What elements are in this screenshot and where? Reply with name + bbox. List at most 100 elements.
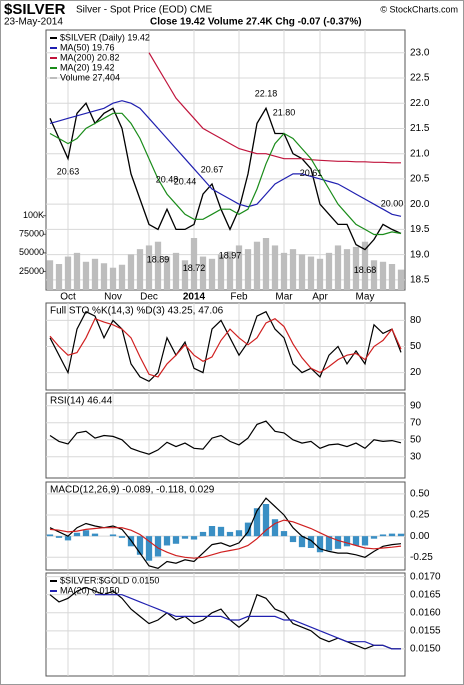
panel-title: MACD(12,26,9) -0.089, -0.118, 0.029 xyxy=(50,485,215,496)
panel-title: Full STO %K(14,3) %D(3) 43.25, 47.06 xyxy=(50,306,224,317)
y-tick-label: 70 xyxy=(410,417,422,428)
series-line xyxy=(49,102,402,251)
x-tick-label: Dec xyxy=(140,292,158,303)
bar xyxy=(298,536,306,548)
bar xyxy=(73,252,81,290)
bar xyxy=(226,531,234,537)
y2-tick-label: 100K xyxy=(23,210,44,220)
bar xyxy=(55,264,63,290)
y-tick-label: 0.0170 xyxy=(410,571,441,582)
x-tick-label: Mar xyxy=(275,292,293,303)
bar xyxy=(55,536,63,538)
bar xyxy=(154,241,162,290)
bar xyxy=(217,526,225,537)
bar xyxy=(397,533,405,537)
bar xyxy=(316,536,324,553)
bar xyxy=(217,254,225,290)
bar xyxy=(181,536,189,539)
y-tick-label: 19.5 xyxy=(410,224,430,235)
price-annotation: 20.61 xyxy=(300,168,323,178)
y-tick-label: 0.0155 xyxy=(410,625,441,636)
bar xyxy=(244,249,252,290)
bar xyxy=(235,530,243,537)
legend-swatch xyxy=(50,77,57,79)
y-tick-label: 0.50 xyxy=(410,488,430,499)
bar xyxy=(271,519,279,537)
bar xyxy=(307,536,315,548)
legend-entry: $SILVER:$GOLD 0.0150 xyxy=(60,575,159,585)
bar xyxy=(325,252,333,290)
y-tick-label: 19.0 xyxy=(410,249,430,260)
y-tick-label: 80 xyxy=(410,315,422,326)
y-tick-label: 0.0165 xyxy=(410,589,441,600)
bar xyxy=(253,241,261,290)
price-annotation: 18.89 xyxy=(147,255,170,265)
panel-frame xyxy=(45,481,406,571)
bar xyxy=(118,264,126,290)
bar xyxy=(118,536,126,538)
x-tick-label: 2014 xyxy=(183,292,206,303)
bar xyxy=(262,238,270,290)
x-tick-label: Apr xyxy=(312,292,328,303)
y-tick-label: 0.0150 xyxy=(410,644,441,655)
bar xyxy=(64,536,72,541)
series-line xyxy=(49,310,402,383)
bar xyxy=(343,536,351,547)
price-annotation: 18.72 xyxy=(183,263,206,273)
bar xyxy=(190,536,198,540)
y-tick-label: 90 xyxy=(410,400,422,411)
bar xyxy=(46,534,54,537)
bar xyxy=(388,264,396,290)
bar xyxy=(316,258,324,290)
bar xyxy=(370,536,378,539)
bar xyxy=(73,532,81,537)
bar xyxy=(307,256,315,290)
legend-swatch xyxy=(50,590,57,592)
series-line xyxy=(49,317,402,378)
bar xyxy=(109,534,117,537)
price-annotation: 20.67 xyxy=(201,165,224,175)
legend-entry: MA(20) 19.42 xyxy=(60,62,115,72)
legend-swatch xyxy=(50,67,57,69)
y-tick-label: -0.25 xyxy=(410,552,433,563)
y-tick-label: 20 xyxy=(410,367,422,378)
x-tick-label: Feb xyxy=(230,292,248,303)
y2-tick-label: 75000 xyxy=(19,229,44,239)
bar xyxy=(280,252,288,290)
y-tick-label: 0.00 xyxy=(410,531,430,542)
bar xyxy=(145,536,153,561)
bar xyxy=(91,533,99,537)
legend-entry: MA(200) 20.82 xyxy=(60,52,120,62)
bar xyxy=(127,254,135,290)
price-annotation: 20.44 xyxy=(174,176,197,186)
series-line xyxy=(49,497,402,569)
legend-entry: $SILVER (Daily) 19.42 xyxy=(60,32,150,42)
bar xyxy=(82,261,90,290)
panel-frame xyxy=(45,29,406,291)
y-tick-label: 18.5 xyxy=(410,275,430,286)
series-line xyxy=(49,420,402,455)
bar xyxy=(379,534,387,537)
series-line xyxy=(95,594,401,650)
y2-tick-label: 50000 xyxy=(19,247,44,257)
bar xyxy=(145,245,153,290)
bar xyxy=(289,249,297,290)
y-tick-label: 50 xyxy=(410,341,422,352)
bar xyxy=(136,536,144,555)
y-tick-label: 21.5 xyxy=(410,123,430,134)
y-tick-label: 21.0 xyxy=(410,148,430,159)
price-annotation: 22.18 xyxy=(255,88,278,98)
price-annotation: 20.48 xyxy=(156,174,179,184)
bar xyxy=(334,536,342,549)
bar xyxy=(361,536,369,546)
bar xyxy=(289,536,297,543)
bar xyxy=(343,249,351,290)
bar xyxy=(154,536,162,557)
bar xyxy=(46,260,54,290)
price-annotation: 18.97 xyxy=(219,251,242,261)
y2-tick-label: 25000 xyxy=(19,266,44,276)
bar xyxy=(262,504,270,537)
bar xyxy=(199,256,207,290)
bar xyxy=(361,241,369,290)
